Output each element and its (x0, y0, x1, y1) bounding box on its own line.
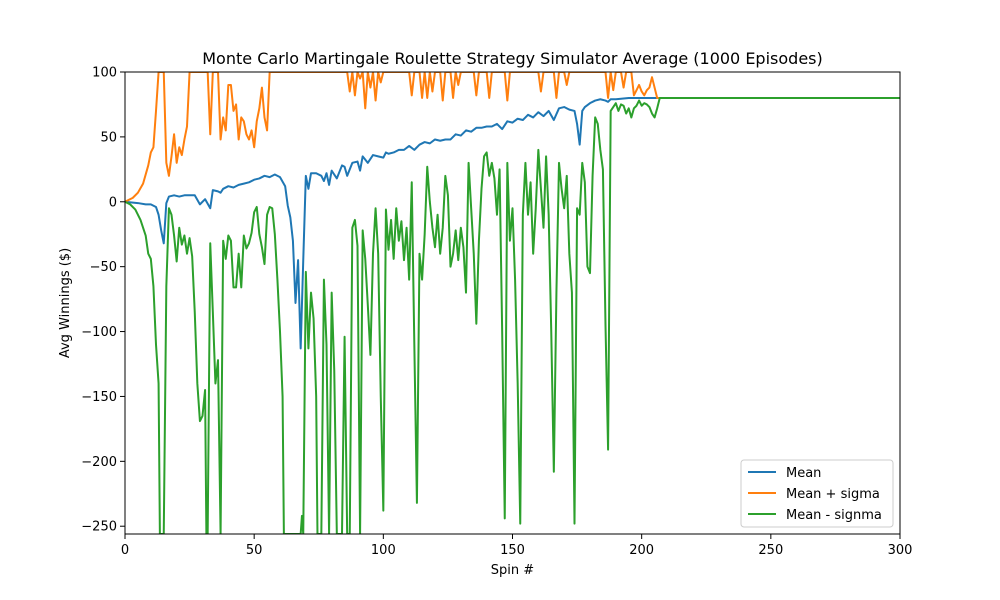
x-tick-label: 0 (121, 543, 129, 558)
y-tick-label: −150 (81, 390, 117, 405)
legend-label-mean-plus-sigma: Mean + sigma (786, 487, 880, 502)
chart-title: Monte Carlo Martingale Roulette Strategy… (202, 49, 822, 68)
legend-label-mean: Mean (786, 466, 821, 481)
legend-label-mean-minus-sigma: Mean - signma (786, 508, 882, 523)
y-tick-label: −200 (81, 455, 117, 470)
x-axis: 0 50 100 150 200 250 300 (121, 534, 913, 558)
x-axis-label: Spin # (491, 563, 534, 578)
x-tick-label: 150 (500, 543, 525, 558)
x-tick-label: 50 (246, 543, 263, 558)
y-tick-label: −50 (90, 260, 117, 275)
x-tick-label: 250 (758, 543, 783, 558)
series-line-0 (125, 96, 900, 350)
series-line-2 (125, 96, 900, 534)
series-layer (125, 72, 900, 534)
y-axis-label: Avg Winnings ($) (58, 248, 73, 358)
legend-box (740, 459, 894, 528)
y-tick-label: −250 (81, 520, 117, 535)
legend: Mean Mean + sigma Mean - signma (740, 459, 894, 528)
y-tick-label: 50 (100, 130, 117, 145)
x-tick-label: 100 (371, 543, 396, 558)
x-tick-label: 200 (629, 543, 654, 558)
y-tick-label: 0 (109, 195, 117, 210)
y-axis: −250 −200 −150 −100 −50 0 50 100 (81, 66, 125, 535)
x-tick-label: 300 (888, 543, 913, 558)
y-tick-label: −100 (81, 325, 117, 340)
y-tick-label: 100 (92, 66, 117, 81)
series-line-1 (125, 72, 900, 203)
